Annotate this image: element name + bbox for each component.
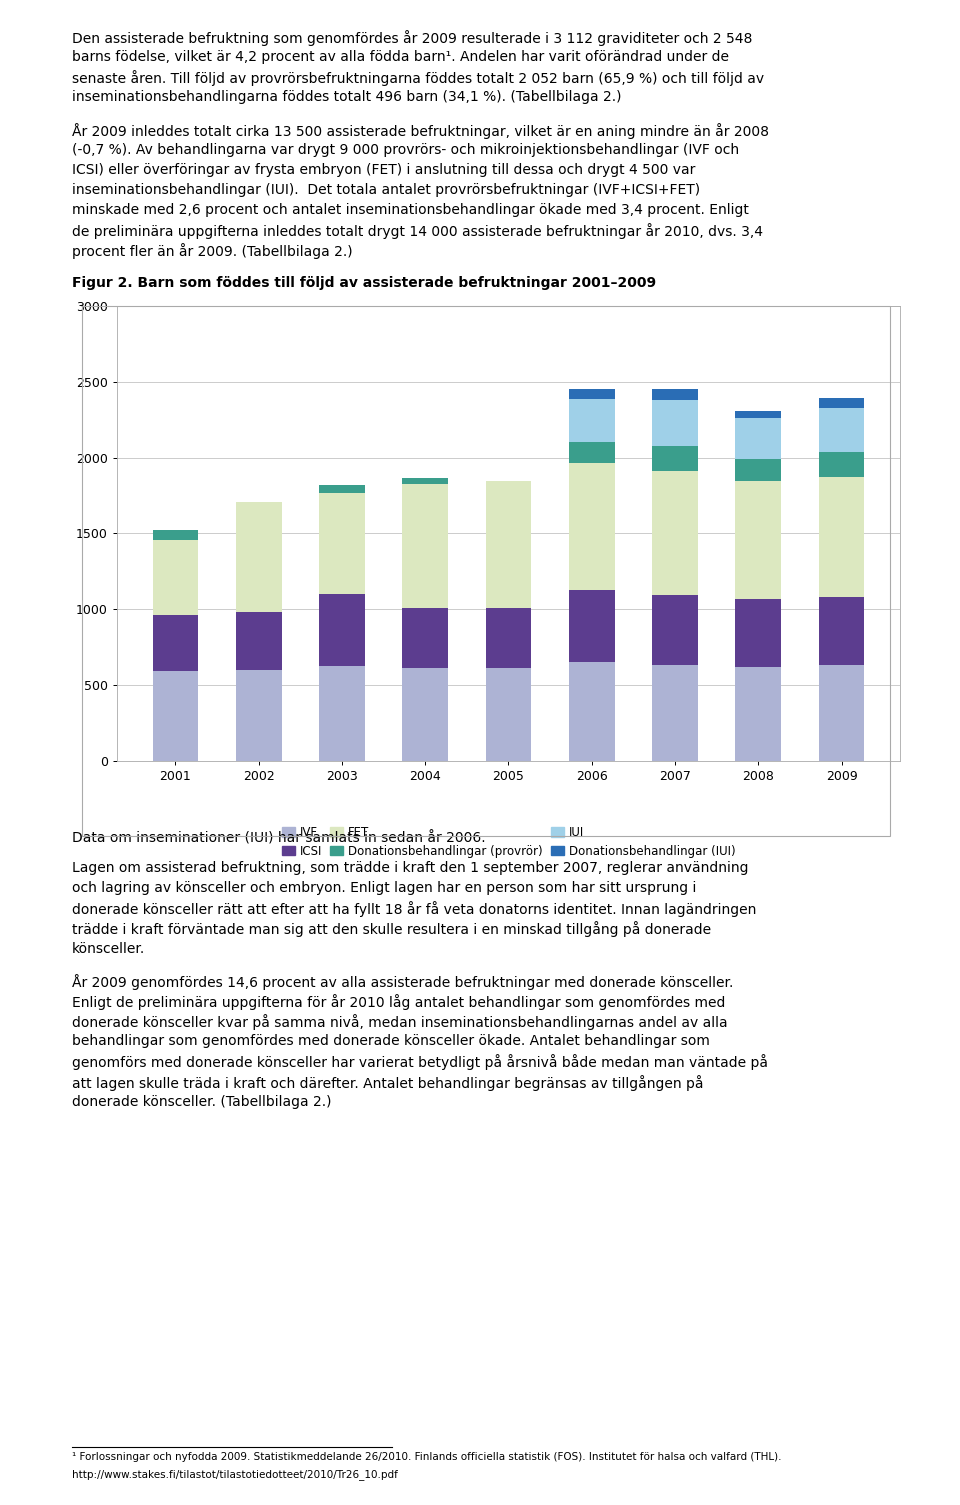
Bar xyxy=(402,485,448,608)
Bar xyxy=(153,671,199,762)
Bar xyxy=(236,670,281,762)
Bar xyxy=(402,668,448,762)
Bar xyxy=(569,464,614,590)
Bar xyxy=(569,390,614,399)
Bar xyxy=(819,477,864,597)
Bar xyxy=(652,400,698,445)
Bar xyxy=(735,459,781,482)
Text: (-0,7 %). Av behandlingarna var drygt 9 000 provrörs- och mikroinjektionsbehandl: (-0,7 %). Av behandlingarna var drygt 9 … xyxy=(72,143,739,157)
Text: inseminationsbehandlingar (IUI).  Det totala antalet provrörsbefruktningar (IVF+: inseminationsbehandlingar (IUI). Det tot… xyxy=(72,184,700,197)
Bar xyxy=(153,614,199,671)
Bar xyxy=(319,485,365,494)
Text: Enligt de preliminära uppgifterna för år 2010 låg antalet behandlingar som genom: Enligt de preliminära uppgifterna för år… xyxy=(72,993,726,1010)
Bar xyxy=(402,479,448,485)
Text: År 2009 genomfördes 14,6 procent av alla assisterade befruktningar med donerade : År 2009 genomfördes 14,6 procent av alla… xyxy=(72,974,733,990)
Text: att lagen skulle träda i kraft och därefter. Antalet behandlingar begränsas av t: att lagen skulle träda i kraft och däref… xyxy=(72,1075,704,1091)
Bar xyxy=(486,668,532,762)
Text: donerade könsceller kvar på samma nivå, medan inseminationsbehandlingarnas andel: donerade könsceller kvar på samma nivå, … xyxy=(72,1014,728,1029)
Text: Data om inseminationer (IUI) har samlats in sedan år 2006.: Data om inseminationer (IUI) har samlats… xyxy=(72,831,486,846)
Text: och lagring av könsceller och embryon. Enligt lagen har en person som har sitt u: och lagring av könsceller och embryon. E… xyxy=(72,882,696,895)
Bar xyxy=(153,540,199,614)
Text: senaste åren. Till följd av provrörsbefruktningarna föddes totalt 2 052 barn (65: senaste åren. Till följd av provrörsbefr… xyxy=(72,71,764,86)
Text: könsceller.: könsceller. xyxy=(72,942,145,956)
Bar xyxy=(735,667,781,762)
Bar xyxy=(319,494,365,594)
Text: ICSI) eller överföringar av frysta embryon (FET) i anslutning till dessa och dry: ICSI) eller överföringar av frysta embry… xyxy=(72,163,695,178)
Bar xyxy=(486,608,532,668)
Text: trädde i kraft förväntade man sig att den skulle resultera i en minskad tillgång: trädde i kraft förväntade man sig att de… xyxy=(72,921,711,938)
Bar xyxy=(735,482,781,599)
Text: minskade med 2,6 procent och antalet inseminationsbehandlingar ökade med 3,4 pro: minskade med 2,6 procent och antalet ins… xyxy=(72,203,749,217)
Bar xyxy=(652,471,698,594)
Bar xyxy=(819,399,864,408)
Bar xyxy=(652,594,698,665)
Text: Den assisterade befruktning som genomfördes år 2009 resulterade i 3 112 gravidit: Den assisterade befruktning som genomför… xyxy=(72,30,753,47)
Bar xyxy=(819,597,864,665)
Text: År 2009 inleddes totalt cirka 13 500 assisterade befruktningar, vilket är en ani: År 2009 inleddes totalt cirka 13 500 ass… xyxy=(72,122,769,138)
Bar xyxy=(819,408,864,453)
Bar xyxy=(735,599,781,667)
Bar xyxy=(486,482,532,608)
Text: ¹ Forlossningar och nyfodda 2009. Statistikmeddelande 26/2010. Finlands officiel: ¹ Forlossningar och nyfodda 2009. Statis… xyxy=(72,1452,781,1461)
Bar xyxy=(569,441,614,464)
Bar xyxy=(569,399,614,441)
Bar xyxy=(319,594,365,667)
Text: donerade könsceller rätt att efter att ha fyllt 18 år få veta donatorns identite: donerade könsceller rätt att efter att h… xyxy=(72,901,756,918)
Text: inseminationsbehandlingarna föddes totalt 496 barn (34,1 %). (Tabellbilaga 2.): inseminationsbehandlingarna föddes total… xyxy=(72,90,621,104)
Bar xyxy=(652,445,698,471)
Bar xyxy=(819,665,864,762)
Text: behandlingar som genomfördes med donerade könsceller ökade. Antalet behandlingar: behandlingar som genomfördes med donerad… xyxy=(72,1034,709,1049)
Text: de preliminära uppgifterna inleddes totalt drygt 14 000 assisterade befruktninga: de preliminära uppgifterna inleddes tota… xyxy=(72,223,763,239)
Text: http://www.stakes.fi/tilastot/tilastotiedotteet/2010/Tr26_10.pdf: http://www.stakes.fi/tilastot/tilastotie… xyxy=(72,1469,397,1479)
Bar xyxy=(819,453,864,477)
Text: procent fler än år 2009. (Tabellbilaga 2.): procent fler än år 2009. (Tabellbilaga 2… xyxy=(72,244,352,259)
Bar xyxy=(319,667,365,762)
Bar xyxy=(735,418,781,459)
Bar xyxy=(402,608,448,668)
Bar xyxy=(735,411,781,418)
Bar xyxy=(153,530,199,540)
Text: Lagen om assisterad befruktning, som trädde i kraft den 1 september 2007, regler: Lagen om assisterad befruktning, som trä… xyxy=(72,861,749,874)
Text: Figur 2. Barn som föddes till följd av assisterade befruktningar 2001–2009: Figur 2. Barn som föddes till följd av a… xyxy=(72,275,656,289)
Bar xyxy=(652,388,698,400)
Bar xyxy=(652,665,698,762)
Text: genomförs med donerade könsceller har varierat betydligt på årsnivå både medan m: genomförs med donerade könsceller har va… xyxy=(72,1055,768,1070)
Text: donerade könsceller. (Tabellbilaga 2.): donerade könsceller. (Tabellbilaga 2.) xyxy=(72,1094,331,1109)
Bar xyxy=(569,662,614,762)
Bar xyxy=(569,590,614,662)
Bar xyxy=(236,611,281,670)
Bar xyxy=(236,503,281,611)
Text: barns födelse, vilket är 4,2 procent av alla födda barn¹. Andelen har varit oför: barns födelse, vilket är 4,2 procent av … xyxy=(72,50,729,65)
Legend: IVF, ICSI, FET, Donationsbehandlingar (provrör), IUI, Donationsbehandlingar (IUI: IVF, ICSI, FET, Donationsbehandlingar (p… xyxy=(282,826,735,858)
